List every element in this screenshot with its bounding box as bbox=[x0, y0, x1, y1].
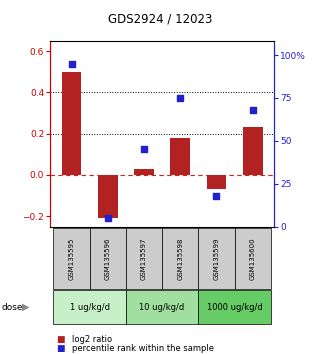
Bar bbox=[98, 175, 118, 218]
Bar bbox=[243, 127, 263, 175]
Text: GSM135600: GSM135600 bbox=[250, 237, 256, 280]
Bar bbox=[134, 169, 154, 175]
Point bbox=[214, 193, 219, 199]
Text: ■: ■ bbox=[56, 335, 65, 344]
Text: 1000 ug/kg/d: 1000 ug/kg/d bbox=[207, 303, 263, 312]
Point bbox=[142, 147, 147, 152]
Text: percentile rank within the sample: percentile rank within the sample bbox=[72, 344, 214, 353]
Text: GSM135596: GSM135596 bbox=[105, 237, 111, 280]
Text: dose: dose bbox=[2, 303, 23, 312]
Bar bbox=[170, 138, 190, 175]
Point bbox=[178, 95, 183, 101]
Bar bbox=[206, 175, 226, 189]
Bar bbox=[198, 228, 235, 289]
Bar bbox=[235, 228, 271, 289]
Bar bbox=[126, 290, 198, 324]
Point bbox=[69, 61, 74, 67]
Text: ■: ■ bbox=[56, 344, 65, 353]
Bar bbox=[53, 228, 90, 289]
Bar bbox=[162, 228, 198, 289]
Point bbox=[105, 215, 110, 221]
Text: GSM135599: GSM135599 bbox=[213, 237, 220, 280]
Text: GSM135597: GSM135597 bbox=[141, 237, 147, 280]
Point bbox=[250, 107, 255, 113]
Text: 1 ug/kg/d: 1 ug/kg/d bbox=[70, 303, 109, 312]
Bar bbox=[62, 72, 82, 175]
Text: log2 ratio: log2 ratio bbox=[72, 335, 112, 344]
Text: 10 ug/kg/d: 10 ug/kg/d bbox=[140, 303, 185, 312]
Text: GSM135595: GSM135595 bbox=[68, 237, 74, 280]
Bar bbox=[198, 290, 271, 324]
Text: GSM135598: GSM135598 bbox=[177, 237, 183, 280]
Bar bbox=[53, 290, 126, 324]
Bar bbox=[90, 228, 126, 289]
Bar bbox=[126, 228, 162, 289]
Text: ▶: ▶ bbox=[22, 302, 29, 312]
Text: GDS2924 / 12023: GDS2924 / 12023 bbox=[108, 13, 213, 26]
